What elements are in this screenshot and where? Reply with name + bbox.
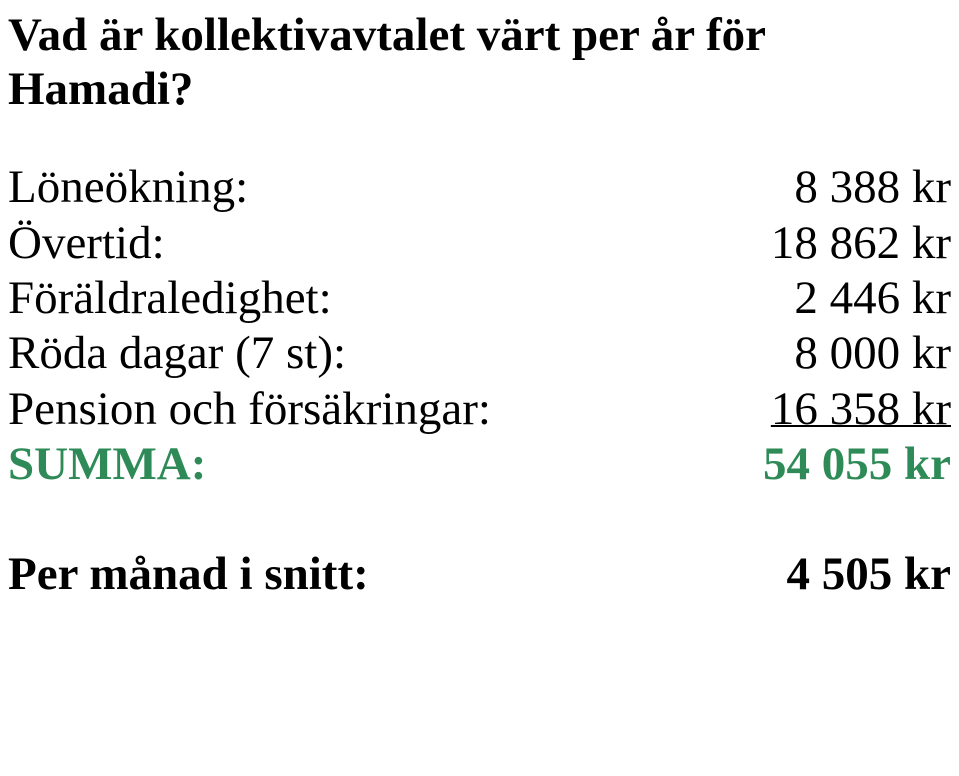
label-pension: Pension och försäkringar: — [8, 382, 491, 437]
label-overtid: Övertid: — [8, 216, 165, 271]
row-overtid: Övertid: 18 862 kr — [8, 216, 951, 271]
label-foraldraledighet: Föräldraledighet: — [8, 271, 332, 326]
spacer — [8, 493, 951, 547]
footer-label: Per månad i snitt: — [8, 547, 369, 601]
row-roda-dagar: Röda dagar (7 st): 8 000 kr — [8, 326, 951, 381]
label-roda-dagar: Röda dagar (7 st): — [8, 326, 346, 381]
row-summa: SUMMA: 54 055 kr — [8, 437, 951, 492]
footer-value: 4 505 kr — [787, 547, 952, 601]
page-title: Vad är kollektivavtalet värt per år för … — [8, 8, 951, 116]
row-loneokning: Löneökning: 8 388 kr — [8, 160, 951, 215]
label-loneokning: Löneökning: — [8, 160, 248, 215]
label-summa: SUMMA: — [8, 437, 206, 492]
value-pension: 16 358 kr — [771, 382, 951, 437]
value-list: Löneökning: 8 388 kr Övertid: 18 862 kr … — [8, 160, 951, 493]
value-roda-dagar: 8 000 kr — [794, 326, 951, 381]
value-foraldraledighet: 2 446 kr — [794, 271, 951, 326]
footer-row: Per månad i snitt: 4 505 kr — [8, 547, 951, 601]
row-pension: Pension och försäkringar: 16 358 kr — [8, 382, 951, 437]
row-foraldraledighet: Föräldraledighet: 2 446 kr — [8, 271, 951, 326]
value-summa: 54 055 kr — [763, 437, 951, 492]
document-page: Vad är kollektivavtalet värt per år för … — [0, 0, 959, 776]
value-overtid: 18 862 kr — [771, 216, 951, 271]
value-loneokning: 8 388 kr — [794, 160, 951, 215]
